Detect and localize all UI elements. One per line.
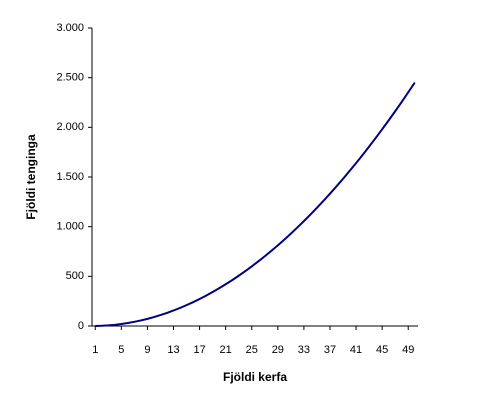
y-tick-label: 1.500 xyxy=(56,171,84,183)
y-axis-title: Fjöldi tenginga xyxy=(24,134,38,220)
y-tick-label: 3.000 xyxy=(56,22,84,34)
x-tick-label: 9 xyxy=(144,344,150,356)
x-tick-label: 5 xyxy=(118,344,124,356)
x-tick-label: 1 xyxy=(92,344,98,356)
x-tick-label: 17 xyxy=(193,344,205,356)
y-tick-label: 2.000 xyxy=(56,121,84,133)
x-axis-title: Fjöldi kerfa xyxy=(223,370,287,384)
x-tick-label: 33 xyxy=(298,344,310,356)
x-tick-label: 29 xyxy=(272,344,284,356)
x-tick-label: 13 xyxy=(167,344,179,356)
x-tick-label: 37 xyxy=(324,344,336,356)
x-tick-label: 45 xyxy=(376,344,388,356)
x-tick-label: 25 xyxy=(246,344,258,356)
line-series xyxy=(95,82,416,327)
x-tick-label: 49 xyxy=(402,344,414,356)
y-tick-label: 2.500 xyxy=(56,72,84,84)
x-tick-label: 21 xyxy=(220,344,232,356)
x-tick-label: 41 xyxy=(350,344,362,356)
y-tick-label: 500 xyxy=(66,270,84,282)
y-tick-label: 0 xyxy=(78,320,84,332)
y-tick-label: 1.000 xyxy=(56,221,84,233)
